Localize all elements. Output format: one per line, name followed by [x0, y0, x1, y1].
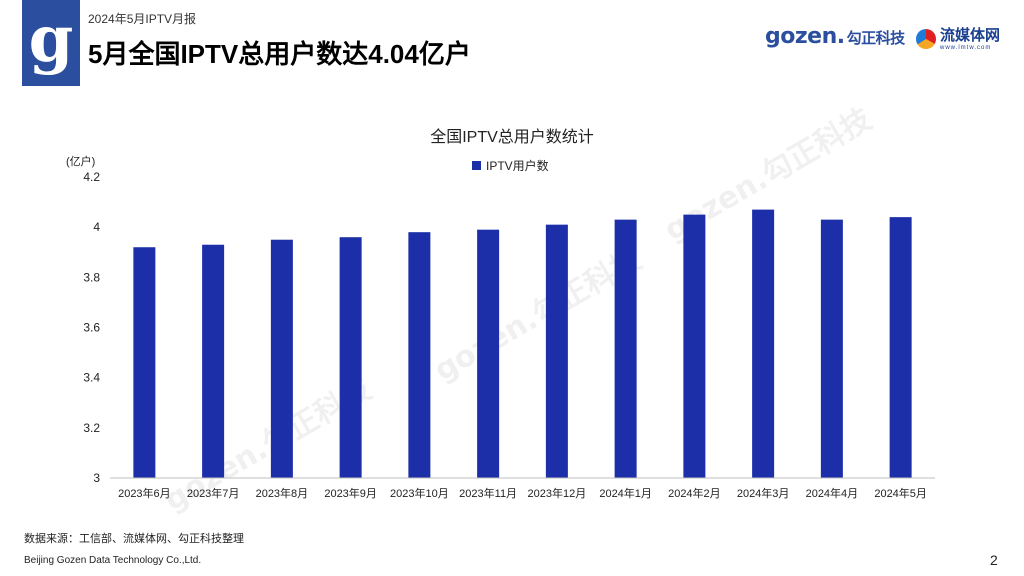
bar	[339, 237, 362, 478]
y-tick-label: 4.2	[83, 170, 100, 184]
bar	[683, 214, 706, 478]
bar	[133, 247, 156, 478]
x-tick-label: 2023年9月	[324, 486, 377, 500]
bar	[202, 244, 225, 478]
gozen-wordmark: gozen.	[765, 24, 845, 49]
lmtw-url: www.lmtw.com	[940, 44, 992, 51]
x-tick-label: 2023年7月	[187, 486, 240, 500]
x-tick-label: 2023年8月	[256, 486, 309, 500]
y-tick-label: 3.8	[83, 270, 100, 284]
bar-chart: 全国IPTV总用户数统计 IPTV用户数 (亿户) 3 3.2 3.4 3.6 3.8 4…	[66, 128, 935, 500]
x-tick-label: 2024年3月	[737, 486, 790, 500]
bar	[820, 219, 843, 478]
y-tick-label: 3.2	[83, 421, 100, 435]
lmtw-cn-name: 流媒体网	[940, 25, 1001, 44]
bar	[408, 232, 431, 478]
page-number: 2	[990, 552, 998, 568]
y-tick-label: 4	[93, 220, 100, 234]
bar	[477, 229, 500, 478]
lmtw-brand-logo: 流媒体网 www.lmtw.com	[916, 24, 1000, 54]
report-label: 2024年5月IPTV月报	[88, 12, 197, 26]
y-tick-label: 3	[93, 471, 100, 485]
bar	[270, 239, 293, 478]
x-tick-label: 2024年1月	[599, 486, 652, 500]
bar	[545, 224, 568, 478]
page-title: 5月全国IPTV总用户数达4.04亿户	[88, 39, 471, 69]
gozen-brand-logo: gozen. 勾正科技	[765, 24, 905, 49]
x-tick-label: 2024年5月	[874, 486, 927, 500]
x-tick-label: 2024年2月	[668, 486, 721, 500]
company-name: Beijing Gozen Data Technology Co.,Ltd.	[24, 555, 202, 566]
x-tick-label: 2024年4月	[806, 486, 859, 500]
x-tick-label: 2023年10月	[390, 486, 449, 500]
legend-label: IPTV用户数	[486, 158, 549, 173]
legend-swatch	[472, 161, 481, 170]
x-tick-label: 2023年12月	[528, 486, 587, 500]
gozen-cn-name: 勾正科技	[846, 29, 906, 47]
gozen-g-logo: g	[22, 0, 80, 86]
data-source-note: 数据来源：工信部、流媒体网、勾正科技整理	[24, 533, 244, 545]
x-tick-label: 2023年6月	[118, 486, 171, 500]
bar	[752, 209, 775, 478]
x-tick-label: 2023年11月	[459, 486, 517, 500]
bar	[889, 217, 912, 478]
chart-title: 全国IPTV总用户数统计	[430, 128, 594, 146]
y-tick-label: 3.6	[83, 321, 100, 335]
lmtw-emblem-icon	[916, 29, 936, 49]
y-axis-unit-label: (亿户)	[66, 154, 95, 168]
y-tick-label: 3.4	[83, 371, 100, 385]
bar	[614, 219, 637, 478]
